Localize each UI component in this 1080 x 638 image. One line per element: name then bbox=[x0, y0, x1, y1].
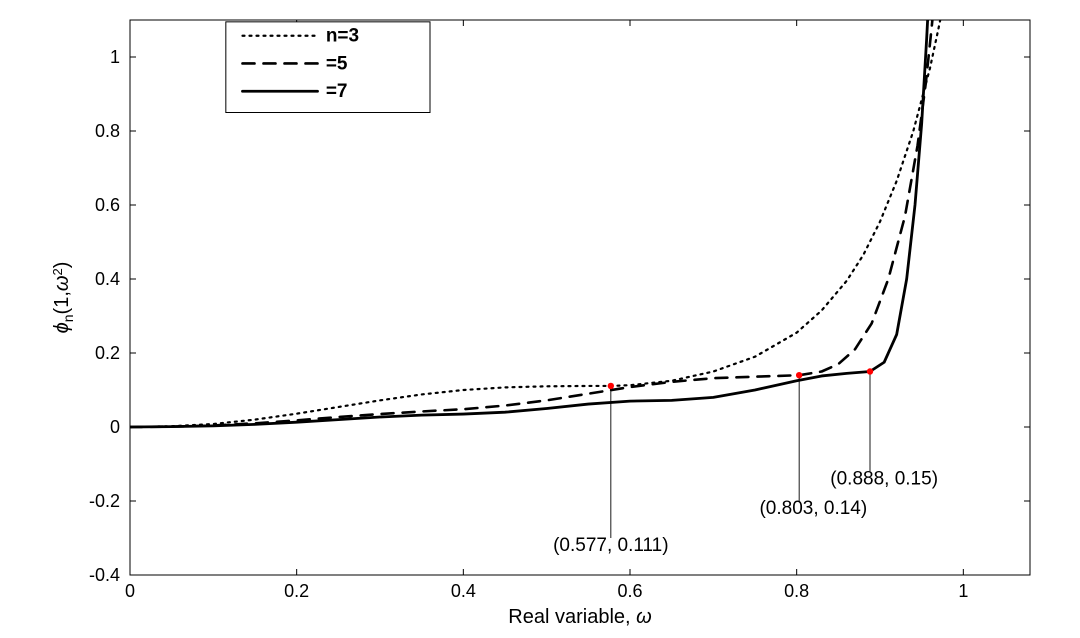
xtick-label: 0.4 bbox=[451, 581, 476, 601]
xtick-label: 0.8 bbox=[784, 581, 809, 601]
xtick-label: 0.6 bbox=[617, 581, 642, 601]
x-axis-label: Real variable, ω bbox=[508, 606, 651, 628]
legend-item-label: =7 bbox=[326, 81, 348, 102]
marker-point bbox=[867, 368, 873, 374]
chart-container: 0 0.2 0.4 0.6 0.8 1 -0.4 -0.2 0 0.2 0.4 0.6 0.8 1 Real… bbox=[0, 0, 1080, 638]
xtick-label: 1 bbox=[958, 581, 968, 601]
callout-label: (0.888, 0.15) bbox=[830, 468, 938, 489]
ytick-label: -0.4 bbox=[89, 565, 120, 585]
ytick-label: 0.2 bbox=[95, 343, 120, 363]
ytick-label: 0.4 bbox=[95, 269, 120, 289]
ytick-label: 0 bbox=[110, 417, 120, 437]
marker-point bbox=[796, 372, 802, 378]
chart-svg: 0 0.2 0.4 0.6 0.8 1 -0.4 -0.2 0 0.2 0.4 0.6 0.8 1 Real… bbox=[0, 0, 1080, 638]
legend-item-label: n=3 bbox=[326, 26, 359, 47]
xtick-label: 0 bbox=[125, 581, 135, 601]
ytick-label: 1 bbox=[110, 47, 120, 67]
ytick-label: -0.2 bbox=[89, 491, 120, 511]
xtick-label: 0.2 bbox=[284, 581, 309, 601]
callout-label: (0.577, 0.111) bbox=[553, 535, 668, 556]
y-axis-label: ϕn(1,ω2) bbox=[50, 262, 76, 334]
marker-point bbox=[608, 383, 614, 389]
callout-label: (0.803, 0.14) bbox=[759, 498, 867, 519]
legend-item-label: =5 bbox=[326, 53, 348, 74]
ytick-label: 0.6 bbox=[95, 195, 120, 215]
ytick-label: 0.8 bbox=[95, 121, 120, 141]
